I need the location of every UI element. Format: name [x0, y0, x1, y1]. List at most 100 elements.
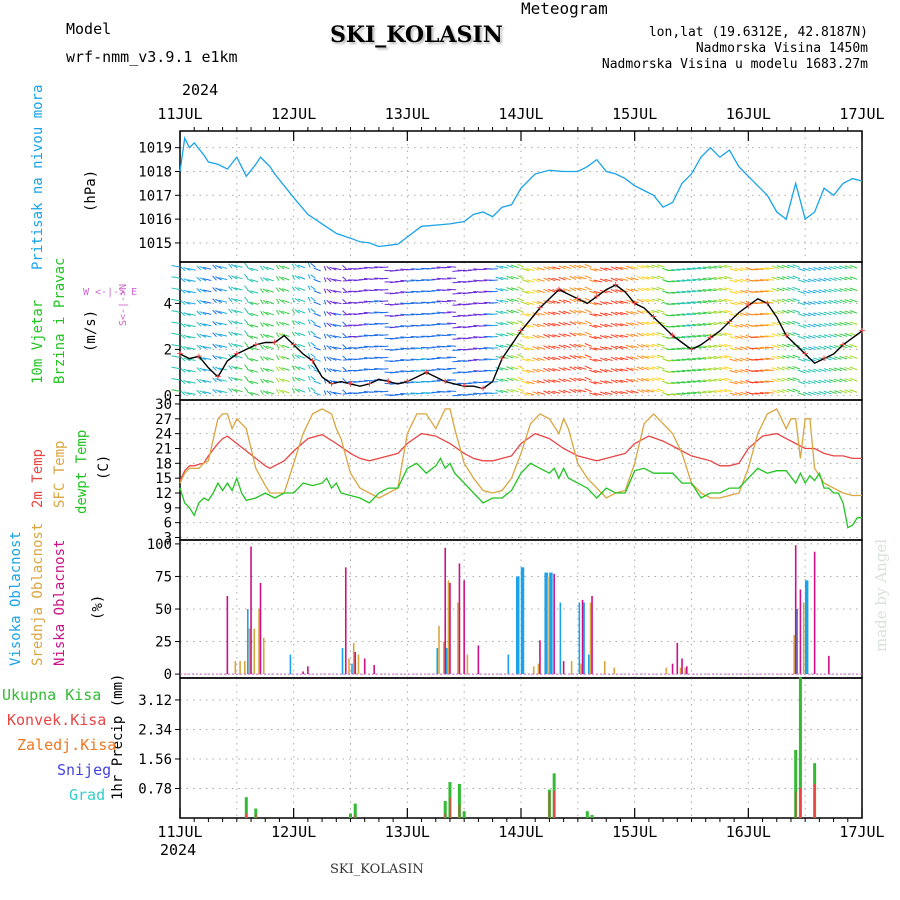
wind-barb: [686, 392, 696, 395]
wind-barb: [246, 334, 254, 340]
wind-barb: [212, 320, 217, 326]
wind-barb: [275, 366, 280, 372]
wind-barb: [697, 391, 707, 394]
wind-barb: [759, 313, 769, 315]
wind-barb: [517, 376, 525, 381]
wind-barb: [641, 366, 650, 371]
wind-barb: [342, 321, 348, 327]
wind-barb: [740, 267, 749, 271]
wind-barb: [646, 389, 655, 393]
wind-barb: [686, 312, 696, 315]
wind-barb: [849, 389, 858, 393]
wind-barb: [558, 367, 566, 371]
wind-barb: [234, 366, 243, 370]
wind-barb: [307, 274, 311, 280]
wind-barb: [187, 290, 196, 294]
wind-barb: [729, 302, 738, 306]
wind-barb: [671, 370, 681, 373]
wind-barb: [839, 367, 848, 371]
wind-barb: [702, 390, 712, 394]
wind-barb: [323, 345, 327, 350]
wind-barb: [818, 289, 827, 293]
wind-barb: [234, 298, 243, 302]
wind-barb: [849, 366, 858, 371]
wind-barb: [792, 332, 801, 336]
wind-barb: [495, 367, 504, 371]
wind-barb: [834, 390, 842, 394]
wind-barb: [724, 377, 733, 381]
wind-barb: [734, 392, 743, 396]
wind-barb: [275, 276, 280, 281]
wind-barb: [702, 311, 712, 315]
wind-barb: [517, 320, 525, 325]
wind-barb: [839, 355, 848, 360]
wind-barb: [313, 346, 321, 351]
wind-barb: [740, 301, 749, 305]
wind-barb: [510, 355, 519, 359]
wind-barb: [839, 276, 848, 281]
wind-barb: [676, 268, 686, 271]
cloud-bar-low_cloud: [449, 582, 451, 675]
wind-barb: [641, 378, 650, 382]
wind-barb: [266, 266, 274, 271]
wind-barb: [610, 334, 618, 339]
precip-bar-total_precip: [349, 813, 352, 818]
wind-barb: [234, 264, 243, 268]
wind-barb: [646, 355, 655, 359]
wind-barb: [307, 285, 311, 291]
wind-barb: [802, 312, 811, 317]
wind-barb: [802, 358, 811, 362]
wind-barb: [547, 390, 556, 395]
wind-barb: [734, 290, 743, 294]
wind-barb: [599, 301, 608, 305]
wind-barb: [593, 324, 603, 328]
wind-barb: [813, 323, 821, 328]
wind-barb: [573, 276, 582, 280]
wind-barb: [526, 358, 535, 362]
cloud-bar-high_cloud: [804, 580, 809, 675]
wind-barb: [379, 368, 389, 370]
wind-barb: [500, 389, 509, 393]
wind-barb: [802, 391, 811, 396]
cloud-bar-high_cloud: [583, 602, 585, 675]
wind-barb: [500, 367, 509, 371]
wind-barb: [844, 389, 853, 394]
wind-barb: [532, 278, 540, 283]
x-tick-label: 16JUL: [726, 823, 771, 841]
wind-barb: [599, 335, 608, 339]
wind-barb: [180, 266, 186, 272]
wind-barb: [619, 368, 629, 372]
wind-barb: [792, 309, 801, 313]
wind-barb: [244, 307, 249, 313]
wind-barb: [834, 288, 842, 292]
wind-barb: [326, 356, 332, 362]
wind-barb: [180, 368, 186, 373]
wind-barb: [521, 346, 530, 351]
wind-gust-marker: +: [309, 354, 316, 367]
cloud-bar-mid_cloud: [802, 602, 805, 675]
wind-barb: [823, 266, 832, 270]
wind-barb: [681, 369, 691, 372]
cloud-bar-mid_cloud: [348, 658, 350, 675]
wind-barb: [517, 331, 525, 336]
pressure-ytick-label: 1019: [138, 141, 172, 157]
wind-barb: [488, 358, 498, 361]
wind-barb: [526, 324, 535, 328]
wind-barb: [196, 333, 202, 338]
wind-barb: [323, 311, 327, 316]
wind-barb: [244, 341, 249, 347]
cloud-bar-mid_cloud: [570, 661, 573, 675]
wind-barb: [740, 357, 749, 362]
wind-barb: [849, 321, 858, 325]
wind-barb: [342, 359, 352, 361]
wind-barb: [589, 369, 597, 374]
wind-barb: [307, 342, 311, 347]
wind-barb: [234, 321, 243, 325]
x-tick-label: 12JUL: [271, 105, 316, 123]
wind-barb: [692, 369, 702, 372]
wind-barb: [536, 334, 545, 339]
wind-barb: [452, 281, 462, 284]
wind-barb: [839, 344, 848, 349]
wind-barb: [506, 354, 514, 359]
cloud-bar-low_cloud: [828, 655, 830, 675]
